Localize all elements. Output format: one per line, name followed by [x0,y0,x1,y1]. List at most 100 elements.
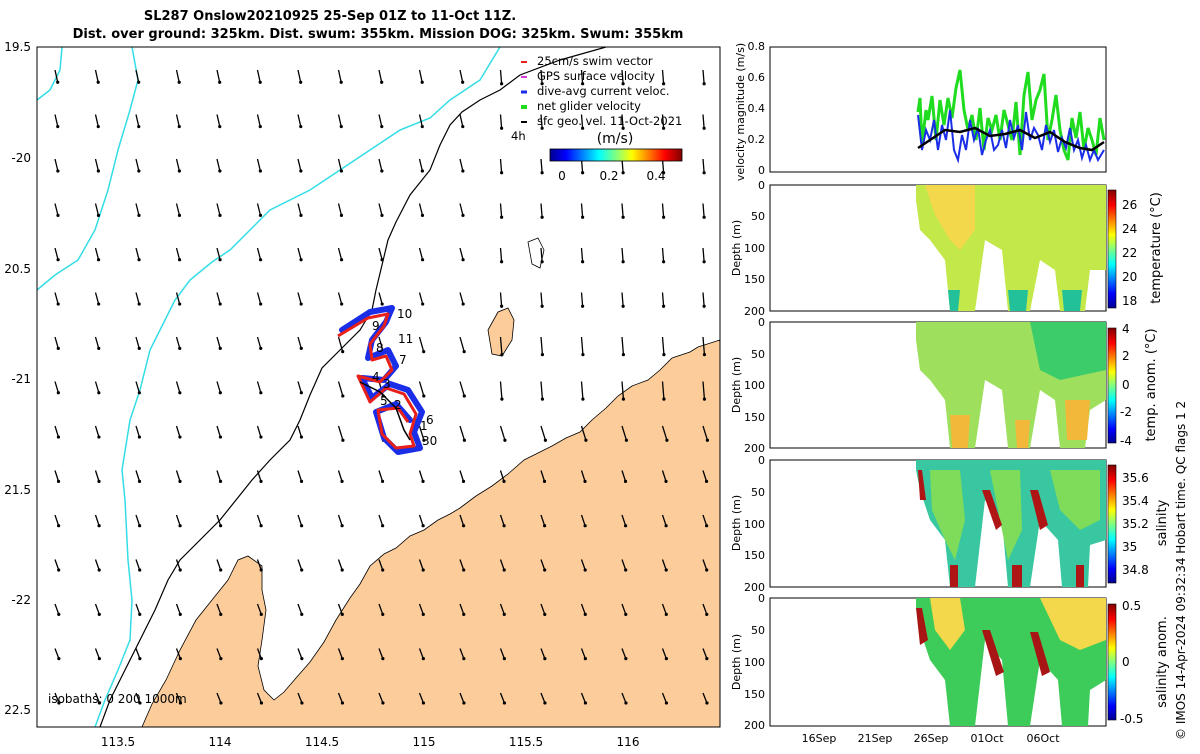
current-vector-head [259,612,263,616]
current-vector-head [97,435,101,439]
current-vector [418,114,423,127]
current-vector-head [621,260,625,264]
depth-tick: 100 [744,518,765,531]
current-vector [135,69,140,83]
current-vector-head [543,568,547,572]
current-vector-head [177,258,182,262]
temperature-cbar-tick: 18 [1122,294,1137,308]
current-vector [297,559,303,571]
current-vector [175,648,181,659]
current-vector [702,114,705,129]
land-mass [141,339,720,727]
current-vector [297,470,303,482]
current-vector [94,114,99,127]
current-vector-head [702,82,706,86]
current-vector [54,381,59,393]
current-vector-head [97,568,101,572]
current-vector [337,692,344,704]
current-vector [175,203,181,216]
current-vector-head [662,82,666,86]
current-vector-head [299,479,304,483]
current-vector [499,336,503,355]
isobath-1000-c [37,47,63,101]
current-vector-head [137,479,142,483]
current-vector [499,292,503,307]
current-vector [459,648,465,659]
depth-tick: 100 [744,656,765,669]
current-vector-head [502,701,507,705]
current-vector-head [97,391,101,395]
depth-tick: 50 [751,624,765,637]
current-vector [540,425,547,441]
sal-anom-cbar-label: salinity anom. [1155,616,1170,708]
current-vector-head [421,524,425,528]
current-vector [378,203,383,216]
current-vector [661,292,665,307]
current-vector [175,603,181,615]
current-vector [175,692,182,704]
current-vector [580,292,584,307]
current-vector [175,114,180,127]
current-vector [621,292,624,307]
current-vector-head [624,612,628,616]
current-vector-head [137,391,141,395]
day-label-9: 9 [372,319,380,333]
current-vector [256,559,262,571]
sal-anom-warm [930,598,1106,650]
depth-tick: 0 [758,316,765,329]
temp-anom-cbar-label: temp. anom. (°C) [1144,328,1159,441]
current-vector [580,247,584,262]
current-vector-head [300,701,304,705]
current-vector-head [702,397,707,401]
current-vector [459,247,464,260]
current-vector [580,69,584,84]
current-vector [216,470,222,482]
current-vector [216,514,222,526]
current-vector [135,603,141,615]
depth-tick: 150 [744,411,765,424]
current-vector [661,559,667,571]
current-vector [378,247,383,260]
current-vector-head [500,215,504,219]
current-vector-head [340,479,344,483]
current-vector [94,514,100,526]
current-vector [580,114,584,129]
velocity-sfc-geo [917,126,1105,152]
glider-track: 10 9 11 8 7 4 3 5 2 6 1 30 [337,305,437,455]
current-vector-head [299,435,304,439]
current-vector-head [583,568,587,572]
current-vector [256,514,262,526]
current-vector-head [380,80,384,84]
current-vector-head [543,524,547,528]
current-vector-head [664,612,668,616]
current-vector-head [705,568,709,572]
current-vector [216,336,221,349]
current-vector [621,247,624,262]
current-vector [216,692,222,704]
current-vector [378,648,384,659]
current-vector-head [56,391,60,395]
current-vector-head [258,258,263,262]
current-vector [297,381,302,393]
current-vector-head [462,350,466,354]
map-x-tick: 114 [209,735,232,749]
current-vector [499,514,505,526]
current-vector-head [340,657,344,661]
current-vector-head [258,213,263,217]
current-vector [256,470,262,482]
current-vector [135,470,141,482]
current-vector [54,559,60,571]
current-vector [135,692,141,704]
current-vector [702,203,705,218]
temperature-panel: 0 50 100 150 200 Depth (m) 18 20 22 24 2… [730,179,1164,318]
current-vector [661,425,668,441]
current-vector-head [97,479,101,483]
current-vector [499,114,503,129]
legend-dive: dive-avg current veloc. [537,84,670,98]
current-vector [175,158,181,172]
current-vector [540,69,543,84]
current-vector [540,692,546,704]
current-vector [661,470,667,482]
current-vector-head [381,701,385,705]
